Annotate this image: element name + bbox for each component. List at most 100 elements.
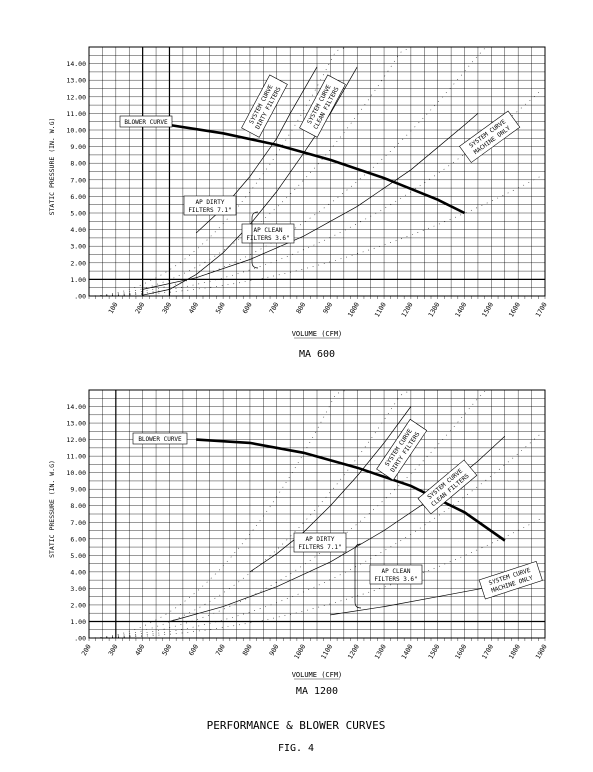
y-tick-label: 7.00 <box>70 176 86 184</box>
blower-curve <box>169 123 466 215</box>
y-tick-label: 8.00 <box>70 160 86 168</box>
x-tick-label: 1900 <box>534 643 549 661</box>
y-tick-label: 5.00 <box>70 552 86 560</box>
x-tick-label: 1700 <box>480 643 495 661</box>
filter-dirty-label-line: FILTERS 7.1" <box>188 207 231 214</box>
y-tick-label: 12.00 <box>66 93 86 101</box>
y-tick-label: 10.00 <box>66 127 86 135</box>
chart-ma600: .00 1.00 2.00 3.00 4.00 5.00 6.00 7.00 8.00 9.00 1… <box>48 46 549 360</box>
filter-clean-label-line: FILTERS 3.6" <box>374 576 417 583</box>
dotted-guides <box>88 389 540 639</box>
system-curve <box>142 113 479 290</box>
blower-label-box <box>119 115 173 128</box>
x-tick-label: 700 <box>214 643 227 657</box>
x-tick-label: 400 <box>134 643 147 657</box>
x-tick-label: 500 <box>160 643 173 657</box>
y-axis-label: STATIC PRESSURE (IN. W.G) <box>48 460 56 558</box>
x-tick-label: 1700 <box>534 301 549 319</box>
x-tick-label: 600 <box>241 301 254 315</box>
filter-clean-label-box <box>369 564 423 585</box>
dotted-guide-line <box>88 176 540 297</box>
system-dirty-label-box <box>376 418 428 481</box>
y-tick-label: 10.00 <box>66 469 86 477</box>
grid <box>88 46 546 297</box>
y-tick-label: 12.00 <box>66 436 86 444</box>
figure-title: PERFORMANCE & BLOWER CURVES <box>207 719 386 732</box>
system-clean-label-box <box>417 459 478 515</box>
filter-dirty-label-line: FILTERS 7.1" <box>298 544 341 551</box>
y-tick-label: 9.00 <box>70 486 86 494</box>
y-tick-label: 6.00 <box>70 193 86 201</box>
dotted-guide-line <box>88 389 540 639</box>
y-tick-label: 4.00 <box>70 568 86 576</box>
y-tick-label: 6.00 <box>70 535 86 543</box>
x-tick-label: 1200 <box>400 301 415 319</box>
dotted-guides <box>88 46 540 297</box>
filter-bracket <box>354 543 362 609</box>
x-tick-label: 300 <box>107 643 120 657</box>
x-axis-label: VOLUME (CFM) <box>292 330 343 338</box>
x-tick-label: 1500 <box>480 301 495 319</box>
x-tick-label: 500 <box>214 301 227 315</box>
system-machine-label-box <box>459 110 521 163</box>
y-tick-label: 13.00 <box>66 420 86 428</box>
x-tick-label: 1600 <box>507 301 522 319</box>
x-tick-label: 1200 <box>346 643 361 661</box>
y-tick-label: 14.00 <box>66 403 86 411</box>
x-tick-label: 900 <box>268 643 281 657</box>
dotted-guide-line <box>88 46 540 297</box>
y-tick-label: 5.00 <box>70 210 86 218</box>
x-axis-label: VOLUME (CFM) <box>292 671 343 679</box>
y-tick-label: 11.00 <box>66 453 86 461</box>
x-tick-label: 1400 <box>400 643 415 661</box>
x-tick-label: 1800 <box>507 643 522 661</box>
filter-dirty-label-line: AP DIRTY <box>306 536 335 543</box>
x-tick-label: 1000 <box>293 643 308 661</box>
filter-clean-label-box <box>241 223 295 244</box>
filter-bracket <box>251 211 259 269</box>
x-tick-label: 200 <box>134 301 147 315</box>
system-curve <box>169 436 506 622</box>
x-tick-label: 1600 <box>454 643 469 661</box>
y-tick-label: 3.00 <box>70 243 86 251</box>
x-tick-label: 300 <box>160 301 173 315</box>
x-tick-label: 800 <box>241 643 254 657</box>
chart-caption: MA 1200 <box>296 686 338 697</box>
y-tick-label: .00 <box>74 635 86 643</box>
y-tick-label: 9.00 <box>70 143 86 151</box>
x-tick-label: 1400 <box>454 301 469 319</box>
blower-curve-label: BLOWER CURVE <box>124 119 168 126</box>
y-tick-label: 7.00 <box>70 519 86 527</box>
chart-caption: MA 600 <box>299 349 335 360</box>
x-tick-label: 1100 <box>319 643 334 661</box>
y-tick-label: 13.00 <box>66 77 86 85</box>
y-tick-label: .00 <box>74 293 86 301</box>
dotted-guide-line <box>88 434 540 639</box>
filter-dirty-label-line: AP DIRTY <box>196 199 225 206</box>
x-tick-label: 100 <box>107 301 120 315</box>
dotted-guide-line <box>88 46 540 297</box>
y-tick-label: 2.00 <box>70 601 86 609</box>
filter-dirty-label-box <box>293 532 347 553</box>
x-tick-label: 1500 <box>427 643 442 661</box>
system-machine-label-box <box>478 561 543 600</box>
x-tick-label: 400 <box>187 301 200 315</box>
x-tick-label: 1000 <box>346 301 361 319</box>
y-tick-label: 1.00 <box>70 618 86 626</box>
chart-ma1200: .00 1.00 2.00 3.00 4.00 5.00 6.00 7.00 8.00 9.00 1… <box>48 389 549 697</box>
x-tick-label: 700 <box>268 301 281 315</box>
blower-curve <box>196 438 506 542</box>
blower-label-box <box>132 432 188 445</box>
dotted-guide-line <box>88 389 540 639</box>
system-curve <box>249 406 412 573</box>
y-tick-label: 3.00 <box>70 585 86 593</box>
filter-clean-label-line: AP CLEAN <box>254 227 283 234</box>
x-tick-label: 800 <box>295 301 308 315</box>
